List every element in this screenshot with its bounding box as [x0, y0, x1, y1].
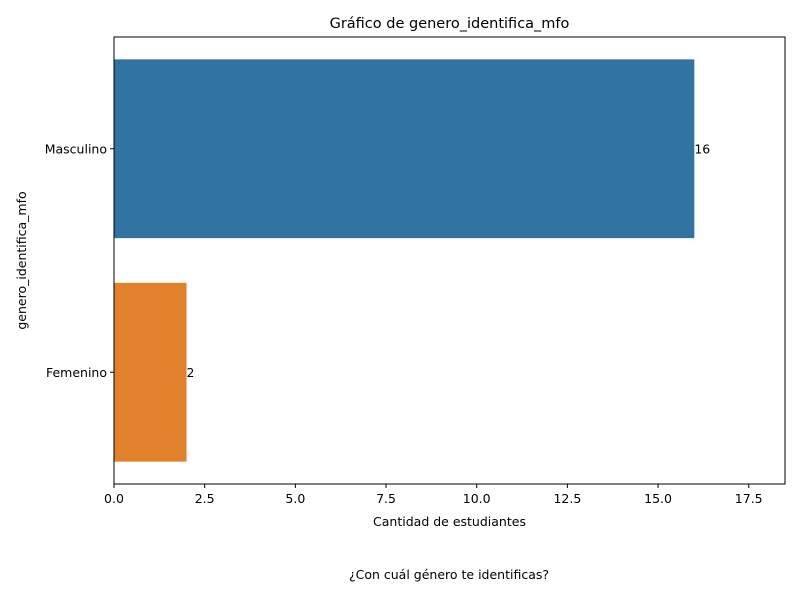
x-tick-label: 10.0: [463, 491, 491, 506]
plot-frame: [113, 36, 786, 485]
x-axis-label: Cantidad de estudiantes: [373, 514, 526, 529]
plot-content: 16 Masculino 2 Femenino 0.0 2.5 5.0 7.5 10.0 12.5…: [45, 59, 763, 506]
y-tick-label-masculino: Masculino: [45, 141, 107, 156]
data-label-masculino: 16: [694, 141, 710, 156]
x-tick-label: 17.5: [735, 491, 763, 506]
x-tick-label: 2.5: [195, 491, 215, 506]
x-tick-label: 15.0: [644, 491, 672, 506]
data-label-femenino: 2: [187, 365, 195, 380]
bar-femenino: [114, 282, 187, 462]
y-axis-label: genero_identifica_mfo: [14, 191, 29, 329]
chart-caption: ¿Con cuál género te identificas?: [349, 567, 549, 582]
y-tick-label-femenino: Femenino: [46, 365, 107, 380]
x-tick-label: 0.0: [104, 491, 124, 506]
chart-title: Gráfico de genero_identifica_mfo: [330, 16, 570, 32]
x-tick-label: 5.0: [285, 491, 305, 506]
x-tick-label: 7.5: [376, 491, 396, 506]
x-tick-label: 12.5: [553, 491, 581, 506]
bar-masculino: [114, 59, 695, 239]
